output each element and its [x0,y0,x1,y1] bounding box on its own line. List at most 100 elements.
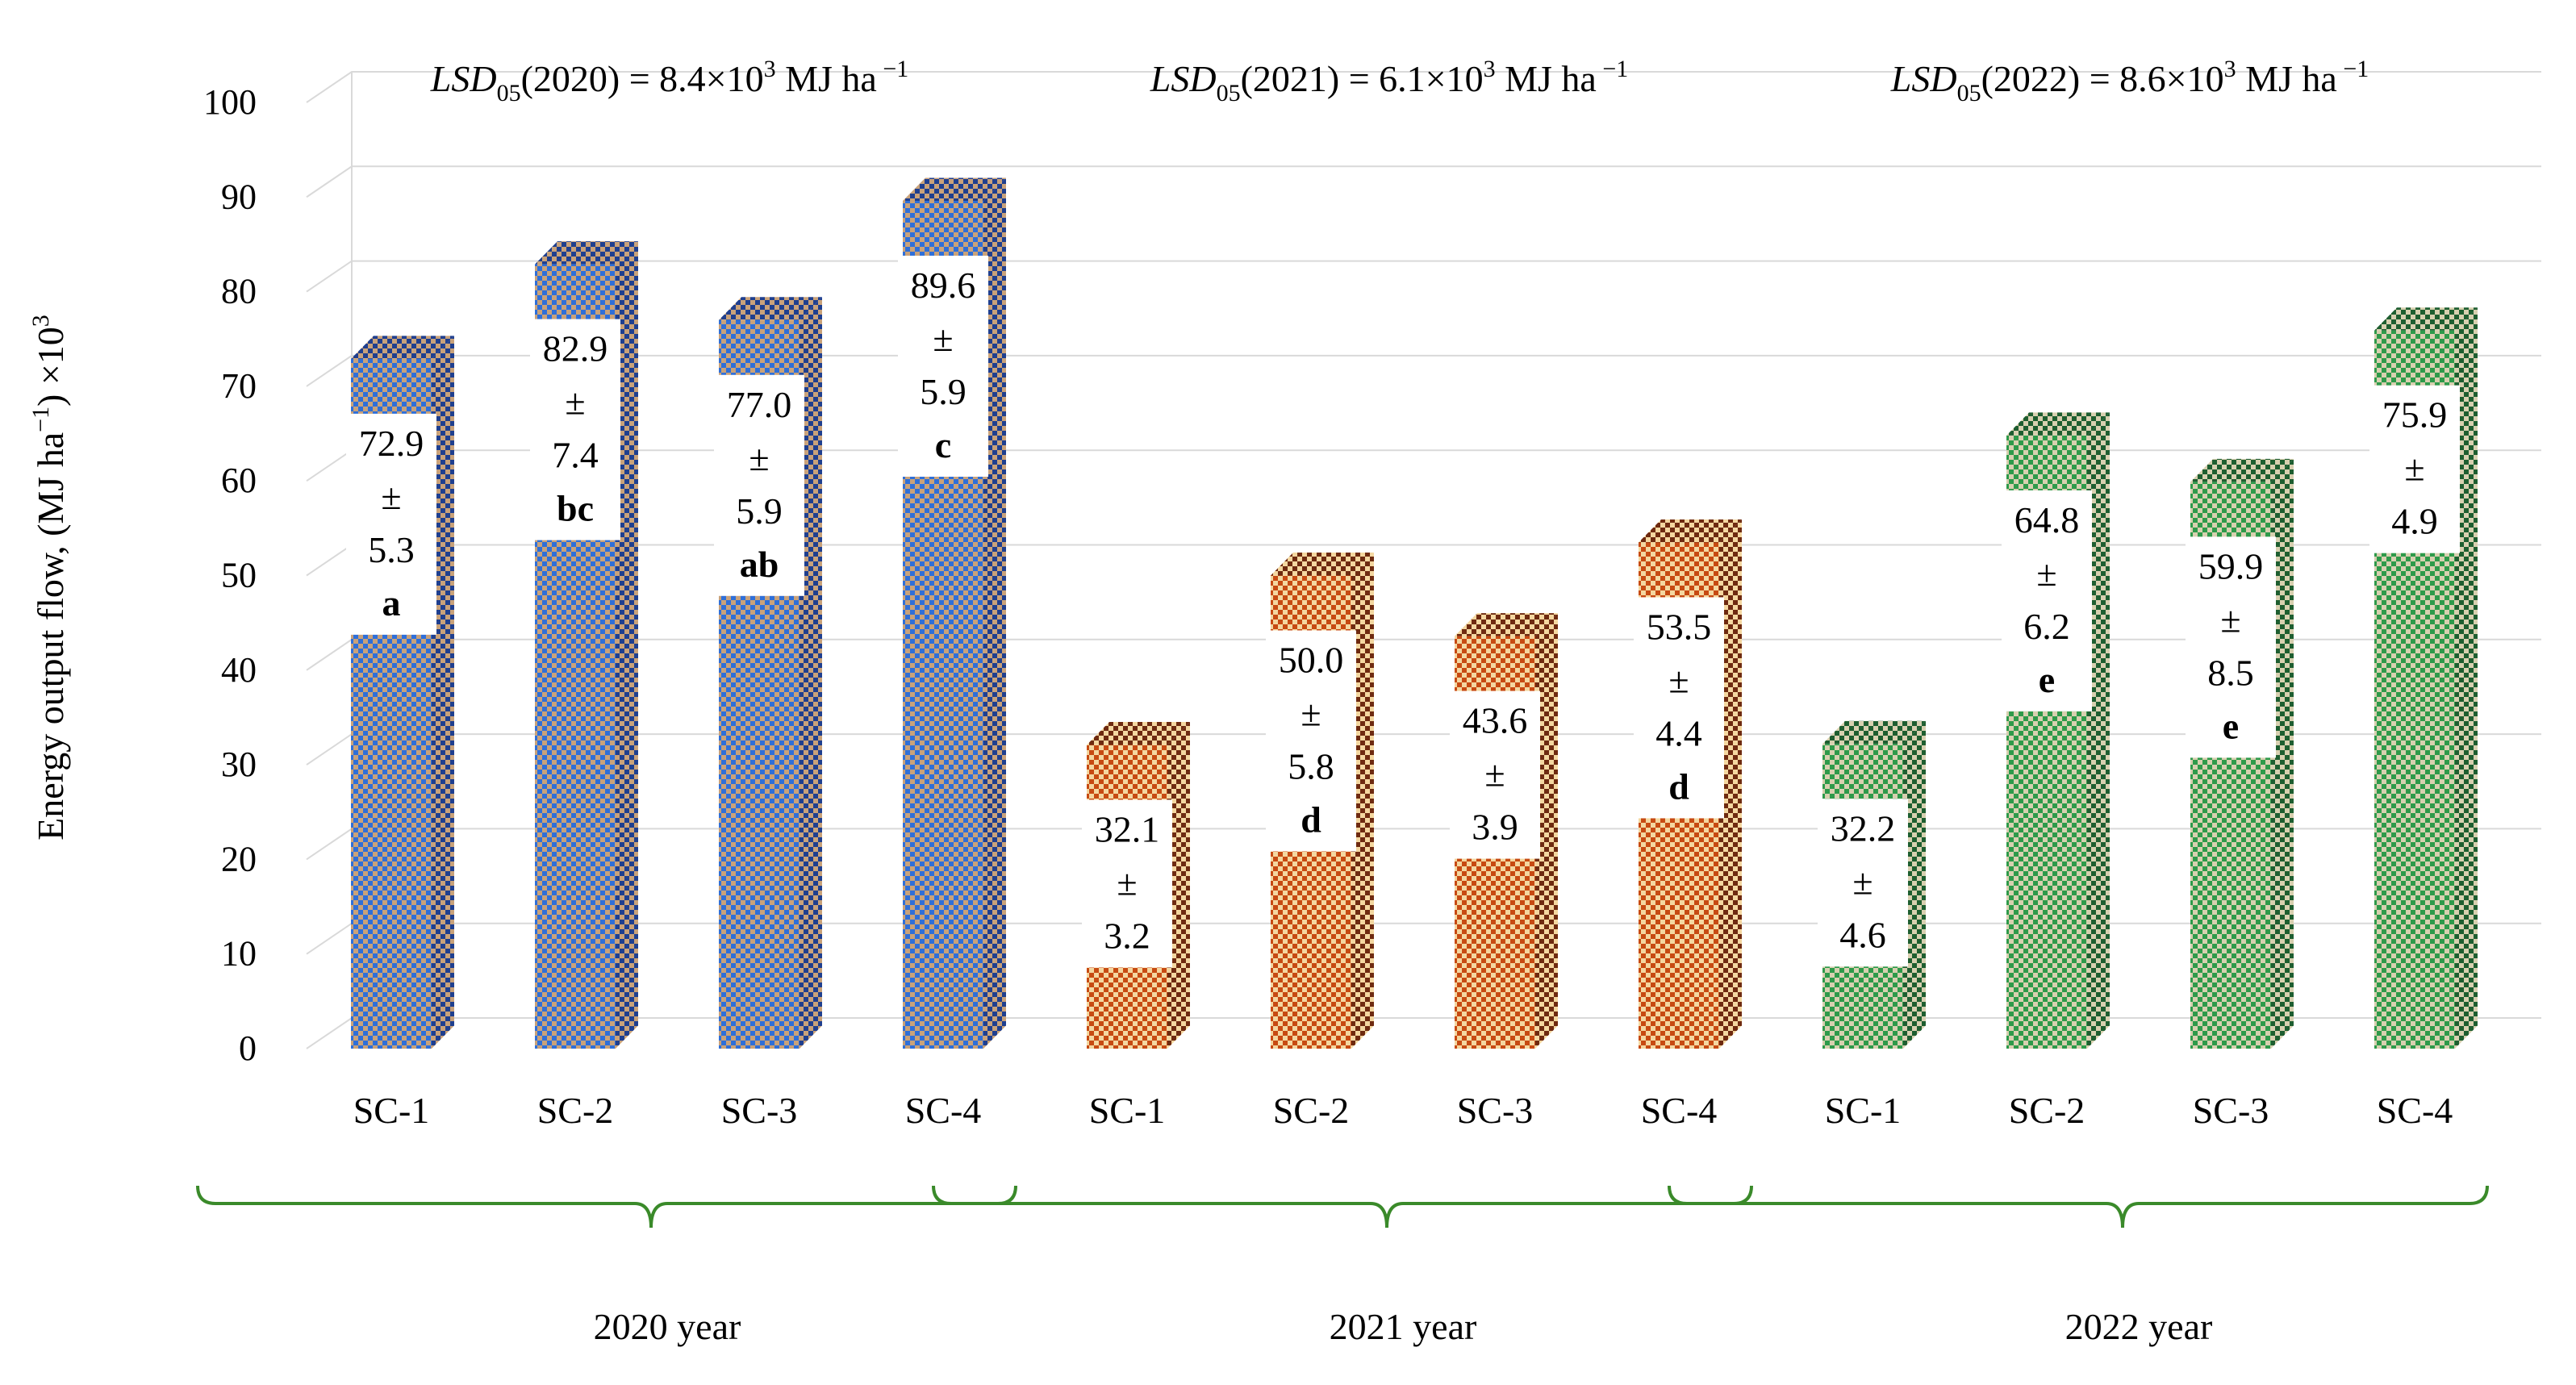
category-label: SC-1 [1825,1090,1902,1131]
bar-label-mean: 75.9 [2382,394,2448,436]
bar-side-face [1167,721,1190,1049]
lsd-annotation: LSD05(2021) = 6.1×103 MJ ha −1 [1150,56,1629,106]
bar-top-face [1087,721,1190,745]
y-tick-label: 100 [203,82,257,122]
category-label: SC-3 [721,1090,798,1131]
year-bracket [1668,1185,2489,1229]
bar-top-face [351,336,454,359]
bar-label-mean: 64.8 [2014,499,2080,540]
category-label: SC-3 [1457,1090,1534,1131]
bar-label-pm: ± [1301,693,1321,734]
bar-top-face [903,177,1006,201]
bar-label-sd: 5.3 [368,529,415,570]
y-tick-label: 20 [221,839,257,878]
y-tick-label: 90 [221,177,257,216]
lsd-annotation: LSD05(2022) = 8.6×103 MJ ha −1 [1890,56,2369,106]
gridline-70 [306,354,2541,387]
category-label: SC-1 [353,1090,430,1131]
bar-label-mean: 53.5 [1647,606,1712,647]
bar-label-pm: ± [749,437,769,478]
bar-labels-layer: 72.9 ±5.3 a 82.9 ±7.4 bc 77.0 ±5.9 ab 89.6 ±5.9 c 32… [346,255,2460,968]
category-label: SC-2 [537,1090,614,1131]
bar-top-face [2374,307,2478,331]
bars-layer [351,177,2478,1049]
bar-label-letter: ab [740,544,779,585]
bar-side-face [983,177,1006,1049]
y-tick-label: 30 [221,745,257,784]
bar-label-box [1082,799,1172,968]
bar-side-face [1719,519,1742,1049]
lsd-annotations: LSD05(2020) = 8.4×103 MJ ha −1 LSD05(2021… [430,56,2369,106]
bar-label-mean: 32.2 [1831,807,1896,849]
bar-label-pm: ± [933,318,953,359]
category-labels: SC-1 SC-2 SC-3 SC-4 SC-1 SC-2 SC-3 SC-4 SC-1 SC-2… [353,1090,2453,1131]
bar-label-mean: 50.0 [1279,640,1344,681]
category-label: SC-4 [2377,1090,2453,1131]
year-bracket [196,1185,1017,1229]
bar-2022-year-sc-4 [2374,307,2478,1049]
bar-label-mean: 72.9 [359,423,424,464]
bar-label-pm: ± [2404,448,2424,489]
y-tick-label: 0 [239,1028,257,1068]
bar-label-sd: 7.4 [552,435,599,476]
bar-side-face [2271,458,2294,1049]
bar-label-box [2186,536,2276,758]
bar-label-pm: ± [2036,553,2056,594]
bar-label-box [1634,597,1724,819]
bar-label-mean: 43.6 [1463,700,1528,741]
category-label: SC-3 [2193,1090,2269,1131]
bar-label-pm: ± [1484,753,1505,795]
bar-label-letter: e [2223,705,2239,746]
bar-top-face [535,241,638,265]
bar-label-box [1818,799,1908,967]
y-tick-label: 80 [221,272,257,311]
bar-label-mean: 89.6 [911,265,976,306]
y-tick-label: 70 [221,366,257,406]
bar-label-box [2369,385,2460,553]
category-label: SC-4 [1641,1090,1718,1131]
bar-side-face [616,241,638,1049]
bar-side-face [2087,412,2110,1049]
bar-side-face [432,336,454,1049]
bar-top-face [1455,613,1558,636]
bar-side-face [2455,307,2478,1049]
bar-label-letter: bc [557,488,594,529]
bar-label-mean: 82.9 [543,328,608,369]
category-label: SC-4 [905,1090,982,1131]
bar-label-letter: d [1301,799,1321,841]
y-tick-label: 40 [221,650,257,690]
bar-label-box [2002,490,2092,711]
bar-label-sd: 5.8 [1288,746,1334,787]
y-axis-title-group: Energy output flow, (MJ ha−1) ×103 [27,315,71,841]
gridline-90 [306,165,2541,198]
bar-label-box [1266,630,1356,852]
y-tick-label: 10 [221,934,257,974]
bar-label-box [346,413,436,635]
bar-label-letter: d [1668,766,1689,807]
bar-label-pm: ± [381,476,401,517]
bar-label-pm: ± [2220,599,2240,640]
bar-top-face [1822,720,1926,745]
y-tick-label: 60 [221,461,257,500]
bar-label-pm: ± [1117,861,1137,903]
bar-label-sd: 6.2 [2023,606,2070,647]
year-bracket [932,1185,1753,1229]
y-axis-title: Energy output flow, (MJ ha−1) ×103 [27,315,71,841]
lsd-annotation: LSD05(2020) = 8.4×103 MJ ha −1 [430,56,909,106]
bar-side-face [1903,720,1926,1049]
bar-label-mean: 59.9 [2198,545,2264,586]
bar-side-face [1351,553,1374,1049]
year-label: 2021 year [1330,1306,1477,1347]
bar-label-sd: 5.9 [736,490,783,532]
bar-top-face [719,297,822,320]
bar-label-box [1450,690,1540,859]
y-tick-label: 50 [221,556,257,595]
bar-side-face [800,297,822,1049]
bar-label-mean: 32.1 [1095,808,1160,849]
category-label: SC-2 [1273,1090,1350,1131]
category-label: SC-2 [2009,1090,2085,1131]
category-label: SC-1 [1089,1090,1166,1131]
year-brackets: 2020 year 2021 year 2022 year [196,1185,2489,1347]
bar-label-letter: c [935,424,951,465]
bar-label-box [714,374,804,596]
